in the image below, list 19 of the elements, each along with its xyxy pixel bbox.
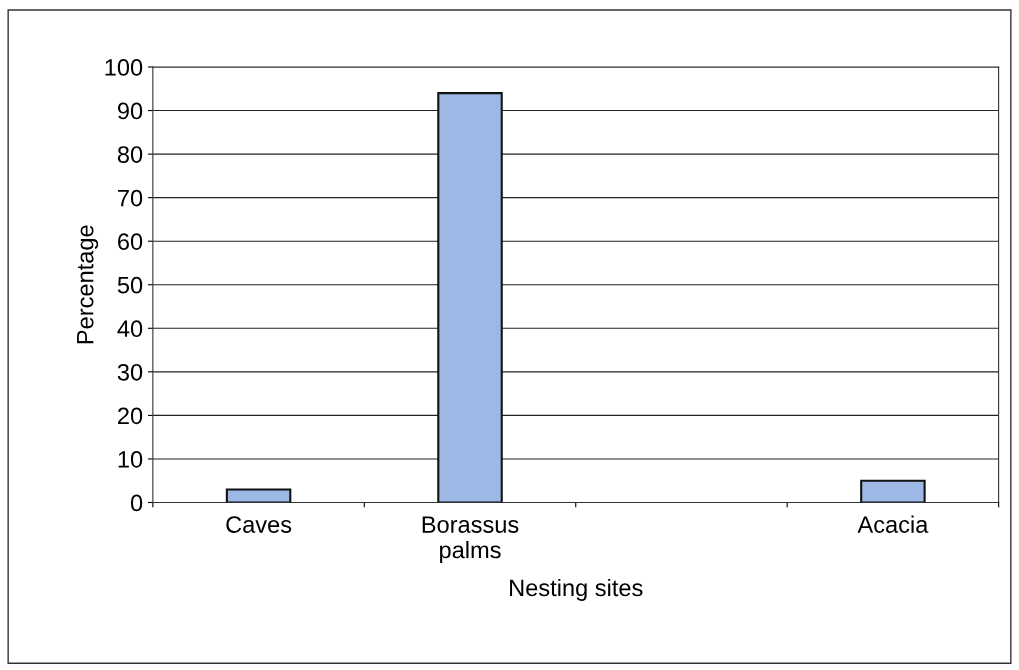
bar: [860, 479, 926, 503]
y-tick-label: 30: [117, 363, 143, 381]
y-tick-label: 0: [130, 494, 143, 512]
y-tick-label: 40: [117, 320, 143, 338]
y-tick-label: 70: [118, 189, 143, 207]
y-tick-label: 100: [105, 59, 143, 76]
y-axis-title: Percentage: [77, 225, 99, 344]
y-tick-label: 60: [118, 233, 143, 250]
x-tick-label: Acacia: [857, 515, 929, 533]
bar: [437, 92, 503, 503]
y-tick-label: 80: [117, 146, 143, 163]
y-tick-label: 90: [117, 102, 143, 120]
x-tick-label: Caves: [226, 516, 292, 533]
x-tick-label: Borassus palms: [422, 516, 519, 564]
y-tick-label: 50: [117, 276, 143, 294]
y-tick-label: 10: [118, 451, 143, 468]
x-axis-title: Nesting sites: [510, 578, 643, 601]
bar: [225, 488, 292, 503]
y-tick-label: 20: [118, 407, 143, 425]
